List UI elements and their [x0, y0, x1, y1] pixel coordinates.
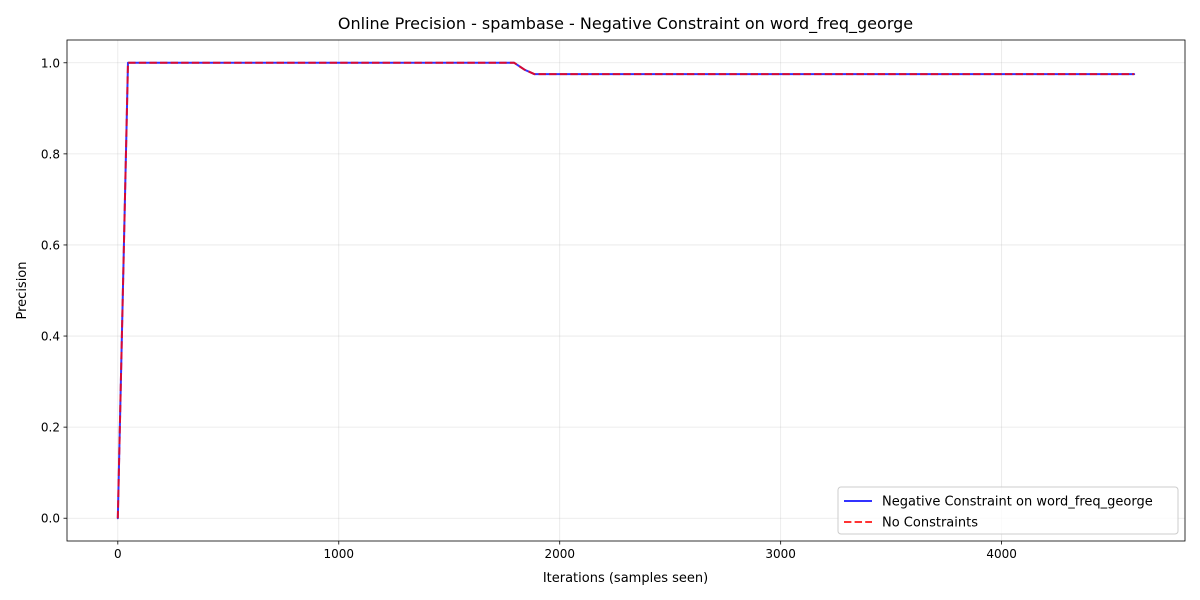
x-tick-label: 0: [114, 547, 122, 561]
y-tick-label: 0.6: [41, 238, 60, 252]
y-axis-label: Precision: [15, 261, 30, 319]
x-axis-label: Iterations (samples seen): [543, 571, 708, 586]
y-tick-label: 0.2: [41, 421, 60, 435]
y-tick-label: 0.8: [41, 147, 60, 161]
chart-title: Online Precision - spambase - Negative C…: [338, 14, 913, 34]
x-tick-label: 2000: [544, 547, 575, 561]
legend: Negative Constraint on word_freq_george N…: [837, 486, 1179, 535]
legend-box: [837, 486, 1179, 535]
axes-frame: [66, 39, 1186, 542]
y-tick-label: 1.0: [41, 56, 60, 70]
legend-label-2: No Constraints: [882, 516, 978, 531]
series-line-2: [116, 61, 1135, 519]
x-tick-label: 3000: [765, 547, 796, 561]
x-tick-label: 1000: [323, 547, 354, 561]
plot-area: 0 1000 2000 3000 4000 0.0 0.2 0.4 0.6 0.8 1.0: [41, 39, 1186, 561]
y-tick-label: 0.4: [41, 330, 60, 344]
legend-label-1: Negative Constraint on word_freq_george: [882, 495, 1153, 510]
x-tick-label: 4000: [986, 547, 1017, 561]
y-tick-label: 0.0: [41, 512, 60, 526]
